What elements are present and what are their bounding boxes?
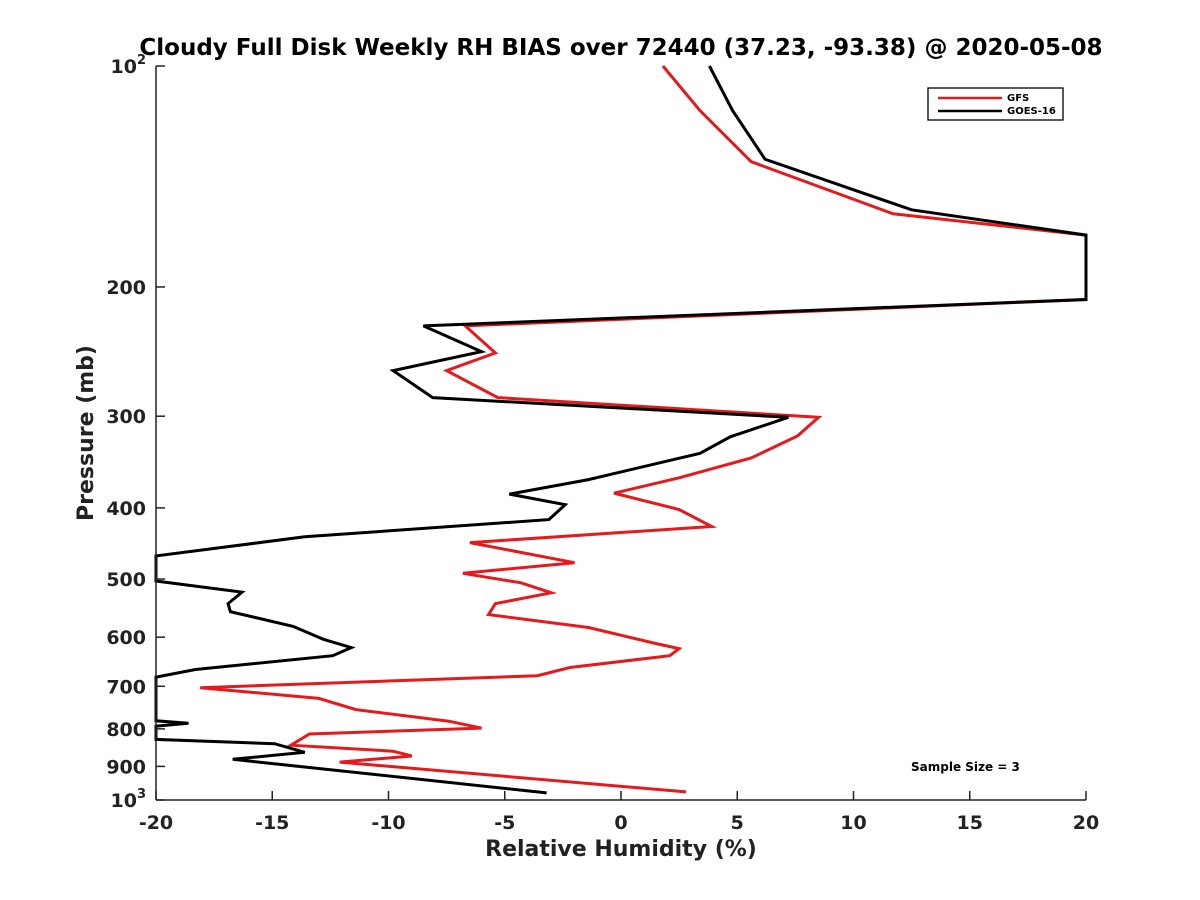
x-tick-label: -20 — [139, 812, 173, 834]
y-tick-label: 600 — [106, 627, 146, 649]
x-axis-label: Relative Humidity (%) — [485, 837, 757, 862]
y-tick-label: 500 — [106, 569, 146, 591]
sample-size-annotation: Sample Size = 3 — [911, 760, 1020, 774]
plot-area — [156, 66, 1086, 800]
x-tick-label: 10 — [840, 812, 866, 834]
y-tick-label: 200 — [106, 277, 146, 299]
legend-box — [927, 87, 1064, 121]
legend: GFS GOES-16 — [927, 87, 1064, 121]
chart-title: Cloudy Full Disk Weekly RH BIAS over 724… — [139, 35, 1102, 61]
x-tick-label: 5 — [731, 812, 744, 834]
y-tick-label: 700 — [106, 676, 146, 698]
x-tick-label: 20 — [1073, 812, 1099, 834]
axes-box — [156, 66, 1086, 800]
x-tick-label: 0 — [614, 812, 627, 834]
y-tick-label: 300 — [106, 406, 146, 428]
x-tick-label: -10 — [371, 812, 405, 834]
y-tick-label: 800 — [106, 719, 146, 741]
legend-label-goes16: GOES-16 — [1007, 106, 1056, 117]
y-tick-label: 400 — [106, 498, 146, 520]
x-tick-label: 15 — [957, 812, 983, 834]
series-line-gfs — [200, 65, 1088, 794]
x-tick-label: -15 — [255, 812, 289, 834]
x-tick-label: -5 — [494, 812, 515, 834]
x-ticks: -20 -15 -10 -5 0 5 10 15 20 — [139, 791, 1099, 834]
y-tick-label: 900 — [106, 756, 146, 778]
y-axis-label: Pressure (mb) — [74, 345, 99, 521]
legend-label-gfs: GFS — [1007, 93, 1029, 104]
